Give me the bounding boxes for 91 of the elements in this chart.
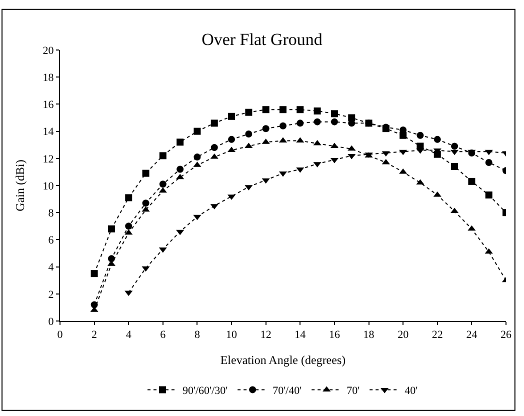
point: [245, 108, 252, 116]
x-tick-label: 20: [398, 329, 410, 342]
point: [158, 187, 167, 193]
x-tick-label: 18: [363, 329, 375, 342]
point: [210, 144, 218, 152]
point: [399, 150, 408, 156]
point: [434, 136, 441, 143]
point: [468, 225, 476, 231]
y-axis-title: Gain (dBi): [13, 160, 28, 212]
x-tick-label: 2: [92, 329, 98, 342]
x-axis-title: Elevation Angle (degrees): [220, 353, 346, 368]
y-tick-label: 14: [42, 126, 54, 138]
point: [262, 178, 270, 184]
y-tick-label: 20: [42, 44, 54, 57]
point: [124, 290, 133, 296]
x-tick-label: 10: [226, 329, 238, 342]
point: [158, 247, 167, 253]
legend-label: 70': [346, 384, 360, 397]
legend-label: 40': [404, 384, 418, 397]
point: [484, 248, 493, 254]
x-tick-label: 26: [500, 329, 512, 342]
point: [262, 125, 270, 132]
point: [433, 191, 442, 197]
y-tick-label: 4: [48, 262, 54, 274]
y-tick-label: 0: [48, 316, 54, 328]
point: [176, 166, 184, 173]
point: [348, 154, 356, 160]
point: [194, 128, 201, 135]
point: [296, 167, 304, 173]
point: [142, 200, 150, 207]
x-tick-label: 8: [194, 329, 200, 342]
point: [330, 110, 338, 118]
point: [399, 168, 408, 174]
point: [382, 158, 390, 164]
point: [108, 225, 115, 232]
point: [176, 230, 184, 236]
point: [451, 163, 458, 170]
point: [314, 118, 321, 126]
y-tick-label: 10: [42, 180, 54, 192]
point: [348, 145, 356, 151]
point: [245, 130, 252, 138]
x-tick-label: 16: [328, 329, 340, 342]
point: [159, 152, 166, 160]
chart-title: Over Flat Ground: [202, 30, 323, 50]
point: [314, 107, 321, 114]
point: [194, 154, 201, 161]
point: [228, 136, 236, 143]
y-tick-label: 8: [48, 207, 54, 220]
point: [330, 118, 338, 126]
point: [142, 266, 150, 272]
x-tick-label: 24: [466, 329, 478, 342]
point: [280, 122, 286, 130]
point: [416, 132, 424, 139]
point: [125, 222, 132, 230]
point: [485, 158, 492, 166]
point: [142, 170, 150, 177]
point: [484, 150, 493, 156]
point: [296, 120, 304, 127]
point: [142, 206, 150, 212]
point: [125, 194, 132, 202]
point: [176, 138, 184, 146]
y-tick-label: 6: [48, 234, 54, 247]
legend-label: 90'/60'/30': [182, 384, 228, 397]
point: [228, 146, 236, 152]
point: [296, 137, 304, 143]
x-tick-label: 22: [432, 329, 443, 342]
y-tick-label: 16: [42, 99, 54, 112]
point: [451, 142, 458, 150]
x-tick-label: 0: [57, 329, 64, 342]
point: [228, 112, 236, 120]
point: [296, 106, 304, 114]
point: [193, 214, 202, 220]
point: [176, 174, 184, 180]
x-tick-label: 4: [126, 329, 132, 342]
point: [262, 106, 270, 114]
point: [210, 120, 218, 127]
x-tick-label: 6: [160, 329, 166, 342]
point: [485, 191, 492, 198]
point: [468, 178, 476, 185]
point: [280, 106, 286, 114]
y-tick-label: 18: [42, 72, 54, 84]
x-tick-label: 12: [260, 329, 272, 342]
point: [90, 270, 98, 278]
point: [124, 229, 133, 235]
y-tick-label: 12: [42, 153, 54, 166]
x-tick-label: 14: [294, 329, 306, 342]
point: [450, 150, 459, 156]
point: [159, 180, 166, 188]
y-tick-label: 2: [48, 288, 54, 301]
legend-label: 70'/40': [272, 384, 302, 397]
point: [416, 179, 424, 185]
